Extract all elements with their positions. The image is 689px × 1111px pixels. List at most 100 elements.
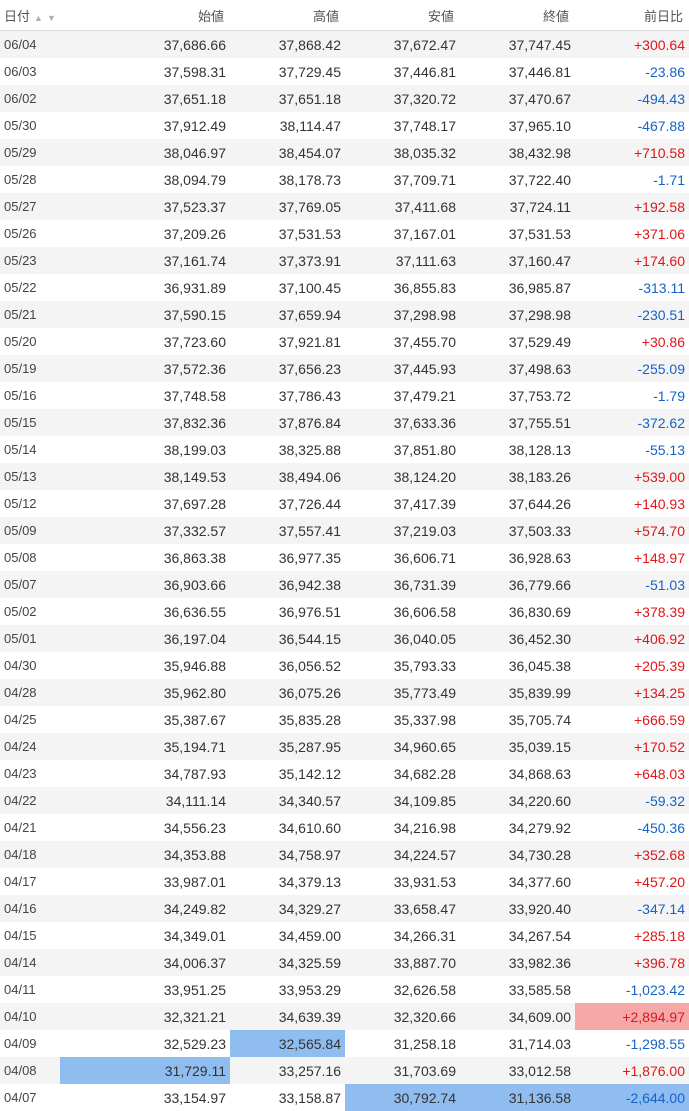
header-date-label: 日付 — [4, 9, 30, 24]
cell-high: 34,340.57 — [230, 787, 345, 814]
cell-high: 34,379.13 — [230, 868, 345, 895]
header-open: 始値 — [60, 0, 230, 31]
cell-date: 04/11 — [0, 976, 60, 1003]
cell-change: +148.97 — [575, 544, 689, 571]
cell-low: 37,111.63 — [345, 247, 460, 274]
cell-change: +371.06 — [575, 220, 689, 247]
cell-high: 34,758.97 — [230, 841, 345, 868]
cell-low: 38,124.20 — [345, 463, 460, 490]
cell-close: 38,183.26 — [460, 463, 575, 490]
cell-close: 37,529.49 — [460, 328, 575, 355]
cell-change: +2,894.97 — [575, 1003, 689, 1030]
cell-open: 36,636.55 — [60, 598, 230, 625]
cell-low: 37,709.71 — [345, 166, 460, 193]
cell-low: 36,040.05 — [345, 625, 460, 652]
cell-change: +378.39 — [575, 598, 689, 625]
cell-close: 37,755.51 — [460, 409, 575, 436]
cell-close: 37,503.33 — [460, 517, 575, 544]
cell-low: 37,633.36 — [345, 409, 460, 436]
cell-change: -1,023.42 — [575, 976, 689, 1003]
cell-high: 37,100.45 — [230, 274, 345, 301]
cell-high: 33,257.16 — [230, 1057, 345, 1084]
cell-open: 37,209.26 — [60, 220, 230, 247]
cell-open: 37,332.57 — [60, 517, 230, 544]
cell-high: 37,868.42 — [230, 31, 345, 59]
cell-change: +396.78 — [575, 949, 689, 976]
cell-change: +1,876.00 — [575, 1057, 689, 1084]
cell-low: 37,417.39 — [345, 490, 460, 517]
cell-open: 34,353.88 — [60, 841, 230, 868]
cell-change: +285.18 — [575, 922, 689, 949]
cell-date: 05/26 — [0, 220, 60, 247]
cell-date: 04/10 — [0, 1003, 60, 1030]
cell-low: 30,792.74 — [345, 1084, 460, 1111]
cell-date: 05/01 — [0, 625, 60, 652]
cell-high: 36,075.26 — [230, 679, 345, 706]
cell-low: 31,258.18 — [345, 1030, 460, 1057]
cell-high: 37,769.05 — [230, 193, 345, 220]
cell-close: 34,220.60 — [460, 787, 575, 814]
cell-low: 36,855.83 — [345, 274, 460, 301]
cell-open: 37,161.74 — [60, 247, 230, 274]
cell-high: 38,114.47 — [230, 112, 345, 139]
header-change: 前日比 — [575, 0, 689, 31]
cell-close: 34,377.60 — [460, 868, 575, 895]
cell-high: 36,942.38 — [230, 571, 345, 598]
cell-open: 37,723.60 — [60, 328, 230, 355]
cell-change: +300.64 — [575, 31, 689, 59]
cell-open: 38,046.97 — [60, 139, 230, 166]
header-low: 安値 — [345, 0, 460, 31]
cell-high: 35,287.95 — [230, 733, 345, 760]
cell-close: 37,965.10 — [460, 112, 575, 139]
cell-open: 37,748.58 — [60, 382, 230, 409]
cell-close: 37,724.11 — [460, 193, 575, 220]
cell-change: -230.51 — [575, 301, 689, 328]
cell-close: 38,432.98 — [460, 139, 575, 166]
cell-high: 34,639.39 — [230, 1003, 345, 1030]
cell-date: 04/17 — [0, 868, 60, 895]
sort-descending-icon[interactable]: ▼ — [47, 13, 56, 23]
cell-high: 34,325.59 — [230, 949, 345, 976]
cell-close: 34,279.92 — [460, 814, 575, 841]
cell-date: 05/22 — [0, 274, 60, 301]
cell-change: -494.43 — [575, 85, 689, 112]
cell-close: 35,039.15 — [460, 733, 575, 760]
cell-date: 04/16 — [0, 895, 60, 922]
cell-high: 37,876.84 — [230, 409, 345, 436]
cell-date: 06/04 — [0, 31, 60, 59]
cell-close: 36,452.30 — [460, 625, 575, 652]
cell-high: 37,659.94 — [230, 301, 345, 328]
header-date[interactable]: 日付 ▲ ▼ — [0, 0, 60, 31]
cell-close: 34,267.54 — [460, 922, 575, 949]
cell-high: 37,373.91 — [230, 247, 345, 274]
cell-high: 36,056.52 — [230, 652, 345, 679]
cell-close: 31,136.58 — [460, 1084, 575, 1111]
cell-close: 37,753.72 — [460, 382, 575, 409]
sort-ascending-icon[interactable]: ▲ — [34, 13, 43, 23]
cell-open: 36,931.89 — [60, 274, 230, 301]
cell-low: 37,672.47 — [345, 31, 460, 59]
cell-date: 05/14 — [0, 436, 60, 463]
cell-close: 34,609.00 — [460, 1003, 575, 1030]
cell-change: -467.88 — [575, 112, 689, 139]
cell-open: 37,912.49 — [60, 112, 230, 139]
cell-change: -1,298.55 — [575, 1030, 689, 1057]
cell-low: 36,731.39 — [345, 571, 460, 598]
cell-open: 36,197.04 — [60, 625, 230, 652]
cell-date: 05/19 — [0, 355, 60, 382]
